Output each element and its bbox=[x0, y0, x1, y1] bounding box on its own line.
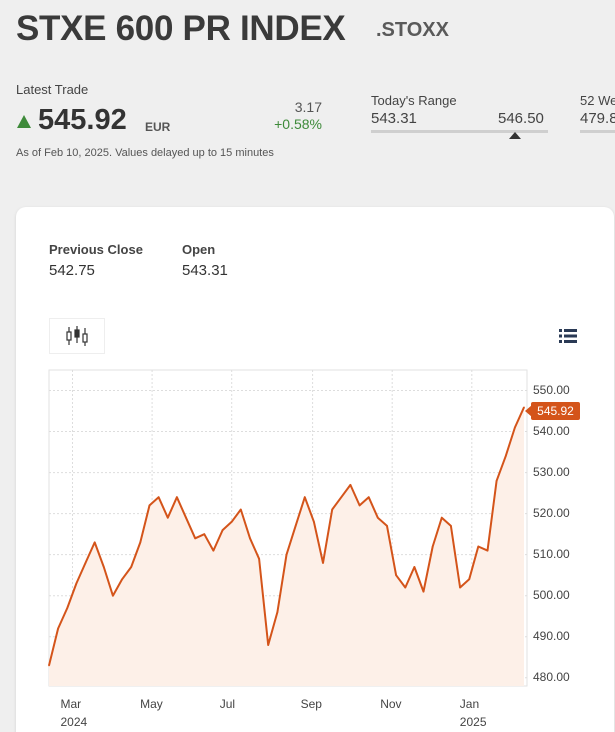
data-point bbox=[358, 504, 361, 507]
data-point bbox=[413, 566, 416, 568]
data-point bbox=[93, 541, 96, 544]
price-change: 3.17 bbox=[294, 99, 322, 115]
data-point bbox=[477, 545, 480, 548]
current-price-tag: 545.92 bbox=[531, 402, 580, 420]
currency-label: EUR bbox=[145, 120, 171, 134]
data-point bbox=[313, 521, 315, 523]
data-point bbox=[486, 549, 489, 552]
list-icon bbox=[559, 329, 577, 343]
data-point bbox=[84, 562, 87, 564]
y-tick-label: 520.00 bbox=[533, 505, 570, 520]
data-point bbox=[157, 496, 160, 499]
data-point bbox=[48, 664, 50, 667]
todays-range-label: Today's Range bbox=[371, 93, 457, 108]
data-point bbox=[331, 508, 333, 511]
data-point bbox=[194, 537, 196, 540]
data-point bbox=[303, 496, 306, 499]
data-point bbox=[349, 484, 352, 486]
up-arrow-icon bbox=[17, 115, 31, 128]
data-point bbox=[514, 426, 516, 429]
data-point bbox=[249, 537, 251, 540]
y-tick-label: 530.00 bbox=[533, 464, 570, 479]
data-point bbox=[240, 508, 242, 511]
x-tick-label: Jul bbox=[219, 697, 236, 711]
data-point bbox=[176, 496, 178, 499]
y-tick-label: 550.00 bbox=[533, 382, 570, 397]
x-tick-label: May bbox=[140, 697, 163, 711]
data-point bbox=[450, 525, 452, 527]
data-point bbox=[230, 521, 233, 523]
y-tick-label: 540.00 bbox=[533, 423, 570, 438]
data-point bbox=[367, 496, 370, 499]
previous-close-value: 542.75 bbox=[49, 262, 95, 279]
data-point bbox=[386, 525, 388, 527]
week52-range-bar bbox=[580, 130, 615, 133]
data-point bbox=[221, 529, 224, 531]
open-value: 543.31 bbox=[182, 262, 228, 279]
data-point bbox=[404, 586, 407, 589]
x-tick-year-label: 2024 bbox=[60, 715, 88, 729]
x-tick-label: Sep bbox=[300, 697, 322, 711]
x-tick-year-label: 2025 bbox=[459, 715, 487, 729]
price-change-percent: +0.58% bbox=[274, 116, 322, 132]
ric-code: .STOXX bbox=[376, 19, 449, 41]
y-tick-label: 480.00 bbox=[533, 669, 570, 684]
data-point bbox=[267, 644, 270, 646]
data-point bbox=[322, 562, 324, 564]
data-point bbox=[121, 578, 123, 581]
y-tick-label: 510.00 bbox=[533, 546, 570, 561]
data-point bbox=[75, 582, 78, 585]
data-point bbox=[139, 541, 142, 544]
chart-menu-button[interactable] bbox=[554, 322, 582, 350]
data-point bbox=[504, 455, 507, 457]
data-point bbox=[212, 549, 215, 552]
week52-range-label: 52 We bbox=[580, 93, 615, 108]
todays-range-low: 543.31 bbox=[371, 110, 417, 127]
x-tick-label: Nov bbox=[380, 697, 402, 711]
open-label: Open bbox=[182, 242, 216, 257]
data-point bbox=[276, 611, 279, 613]
page-title: STXE 600 PR INDEX bbox=[16, 9, 346, 48]
series-area-fill bbox=[49, 407, 524, 686]
data-point bbox=[57, 627, 59, 630]
data-point bbox=[166, 516, 169, 519]
data-point bbox=[440, 516, 443, 519]
x-tick-label: Mar bbox=[60, 697, 82, 711]
data-point bbox=[285, 553, 288, 556]
x-tick-label: Jan bbox=[459, 697, 480, 711]
data-point bbox=[523, 406, 525, 409]
y-tick-label: 490.00 bbox=[533, 628, 570, 643]
todays-range-bar bbox=[371, 130, 548, 133]
data-point bbox=[148, 504, 151, 507]
data-point bbox=[459, 586, 461, 589]
candlestick-icon bbox=[66, 326, 88, 346]
data-point bbox=[431, 545, 434, 548]
latest-trade-label: Latest Trade bbox=[16, 82, 89, 97]
data-point bbox=[203, 533, 206, 535]
data-point bbox=[340, 496, 343, 499]
y-tick-label: 500.00 bbox=[533, 587, 570, 602]
data-point bbox=[395, 574, 397, 576]
range-marker-icon bbox=[509, 132, 521, 139]
data-point bbox=[66, 607, 69, 609]
data-point bbox=[258, 557, 260, 560]
week52-range-low: 479.8 bbox=[580, 110, 615, 127]
data-point bbox=[103, 566, 105, 568]
data-point bbox=[468, 578, 470, 581]
current-price-pointer bbox=[525, 405, 532, 417]
chart-type-button[interactable] bbox=[49, 318, 105, 354]
data-point bbox=[495, 480, 498, 482]
data-point bbox=[130, 566, 133, 568]
data-point bbox=[422, 590, 425, 593]
as-of-note: As of Feb 10, 2025. Values delayed up to… bbox=[16, 147, 274, 159]
data-point bbox=[112, 594, 114, 597]
todays-range-high: 546.50 bbox=[498, 110, 544, 127]
latest-price: 545.92 bbox=[38, 104, 127, 136]
data-point bbox=[377, 516, 379, 519]
data-point bbox=[294, 525, 297, 527]
data-point bbox=[185, 516, 187, 519]
previous-close-label: Previous Close bbox=[49, 242, 143, 257]
